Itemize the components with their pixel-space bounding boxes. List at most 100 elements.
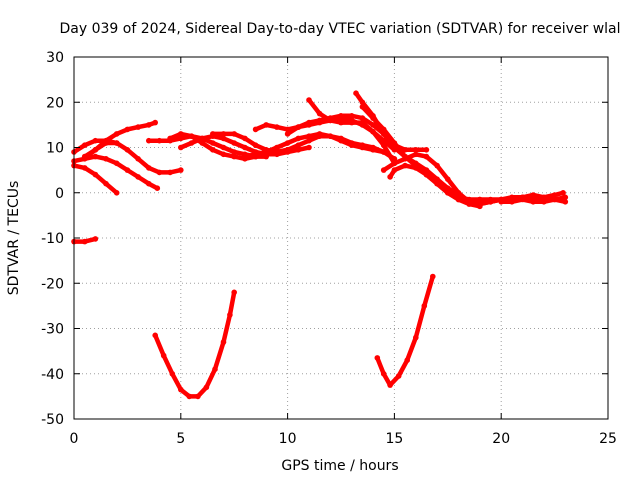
data-point — [124, 167, 131, 173]
data-point — [430, 273, 436, 280]
data-point — [81, 142, 88, 148]
data-point — [252, 126, 259, 133]
data-point — [124, 126, 131, 133]
y-tick-label: -40 — [41, 367, 64, 383]
data-point — [434, 180, 440, 187]
data-point — [402, 162, 408, 169]
data-point — [391, 140, 398, 146]
data-point — [167, 169, 173, 176]
data-point — [387, 382, 393, 388]
data-point — [220, 144, 227, 151]
data-point — [380, 167, 387, 173]
data-point — [466, 196, 473, 203]
data-point — [338, 113, 344, 119]
data-point — [306, 119, 312, 126]
data-point — [263, 149, 270, 155]
data-point — [338, 119, 344, 126]
data-point — [146, 180, 152, 187]
data-point — [316, 131, 323, 137]
data-point — [327, 117, 334, 124]
y-tick-label: 20 — [46, 95, 64, 111]
data-point — [391, 167, 398, 173]
data-point — [231, 140, 237, 146]
x-tick-label: 10 — [279, 431, 297, 447]
data-point — [423, 153, 430, 160]
data-point — [338, 135, 344, 142]
data-point — [380, 371, 387, 377]
data-point — [395, 373, 402, 379]
data-point — [124, 147, 131, 153]
data-point — [113, 160, 120, 167]
data-point — [327, 133, 334, 139]
data-point — [562, 199, 569, 205]
data-point — [421, 303, 428, 309]
data-point — [220, 151, 227, 158]
data-point — [541, 199, 547, 205]
data-point — [284, 140, 291, 146]
data-point — [242, 135, 248, 142]
data-point — [477, 196, 483, 203]
data-point — [227, 312, 233, 318]
data-point — [274, 149, 280, 155]
data-point — [359, 99, 366, 106]
data-point — [167, 135, 173, 142]
data-point — [370, 144, 376, 151]
data-point — [380, 126, 387, 133]
x-axis-label: GPS time / hours — [281, 458, 398, 474]
data-point — [509, 199, 515, 205]
data-point — [387, 174, 393, 180]
data-point — [178, 167, 184, 173]
data-point — [274, 124, 280, 130]
data-point — [455, 194, 462, 201]
data-point — [178, 135, 184, 142]
data-point — [156, 169, 163, 176]
data-point — [306, 144, 312, 151]
data-point — [402, 156, 408, 162]
data-point — [434, 162, 440, 169]
data-point — [530, 192, 536, 198]
x-tick-label: 0 — [70, 431, 79, 447]
data-point — [284, 131, 291, 137]
data-point — [413, 165, 419, 171]
data-point — [348, 119, 355, 126]
data-point — [152, 332, 158, 339]
axis-ticks: 0 5 10 15 20 25 -50 -40 -30 -20 -10 0 10 20 30 — [41, 50, 617, 447]
data-point — [154, 185, 161, 191]
data-point — [186, 393, 193, 400]
data-point — [231, 131, 237, 137]
data-point — [156, 137, 163, 144]
data-series — [71, 90, 569, 400]
data-point — [220, 339, 227, 345]
data-point — [212, 366, 218, 373]
data-point — [81, 238, 88, 245]
data-point — [231, 153, 237, 160]
data-point — [370, 122, 376, 128]
data-point — [316, 117, 323, 124]
data-point — [178, 386, 184, 393]
y-tick-label: 0 — [55, 186, 64, 202]
data-point — [284, 147, 291, 153]
data-point — [92, 171, 99, 178]
x-tick-label: 25 — [599, 431, 617, 447]
y-tick-label: -30 — [41, 322, 64, 338]
data-point — [178, 144, 184, 151]
data-point — [413, 147, 419, 153]
data-point — [210, 131, 216, 137]
data-point — [306, 137, 312, 144]
data-point — [231, 289, 237, 296]
data-point — [178, 131, 184, 137]
data-point — [348, 113, 355, 119]
data-point — [391, 160, 398, 167]
data-point — [169, 371, 176, 377]
data-point — [359, 115, 366, 121]
data-point — [295, 124, 302, 130]
data-point — [306, 133, 312, 139]
data-point — [423, 171, 430, 178]
data-point — [188, 140, 195, 146]
data-point — [274, 144, 280, 151]
data-point — [113, 131, 120, 137]
x-tick-label: 5 — [176, 431, 185, 447]
data-point — [113, 190, 120, 196]
data-point — [113, 140, 120, 146]
